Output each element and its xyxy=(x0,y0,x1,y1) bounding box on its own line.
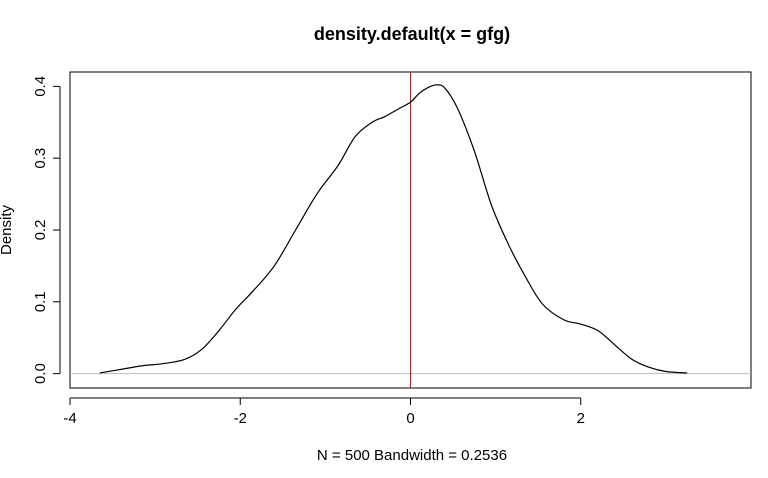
y-tick-label: 0.3 xyxy=(32,148,49,169)
x-axis: -4 -2 0 2 xyxy=(63,397,585,427)
x-tick-label: 0 xyxy=(406,410,414,427)
x-tick-label: -2 xyxy=(234,410,247,427)
y-tick-label: 0.0 xyxy=(32,363,49,384)
density-curve xyxy=(99,84,688,374)
y-tick-label: 0.2 xyxy=(32,220,49,241)
chart-title: density.default(x = gfg) xyxy=(314,24,510,44)
x-tick-label: 2 xyxy=(577,410,585,427)
y-tick-label: 0.1 xyxy=(32,291,49,312)
y-tick-label: 0.4 xyxy=(32,76,49,97)
x-tick-label: -4 xyxy=(63,410,76,427)
x-axis-label: N = 500 Bandwidth = 0.2536 xyxy=(317,447,507,464)
y-axis: 0.0 0.1 0.2 0.3 0.4 xyxy=(32,76,61,384)
y-axis-label: Density xyxy=(0,204,15,255)
